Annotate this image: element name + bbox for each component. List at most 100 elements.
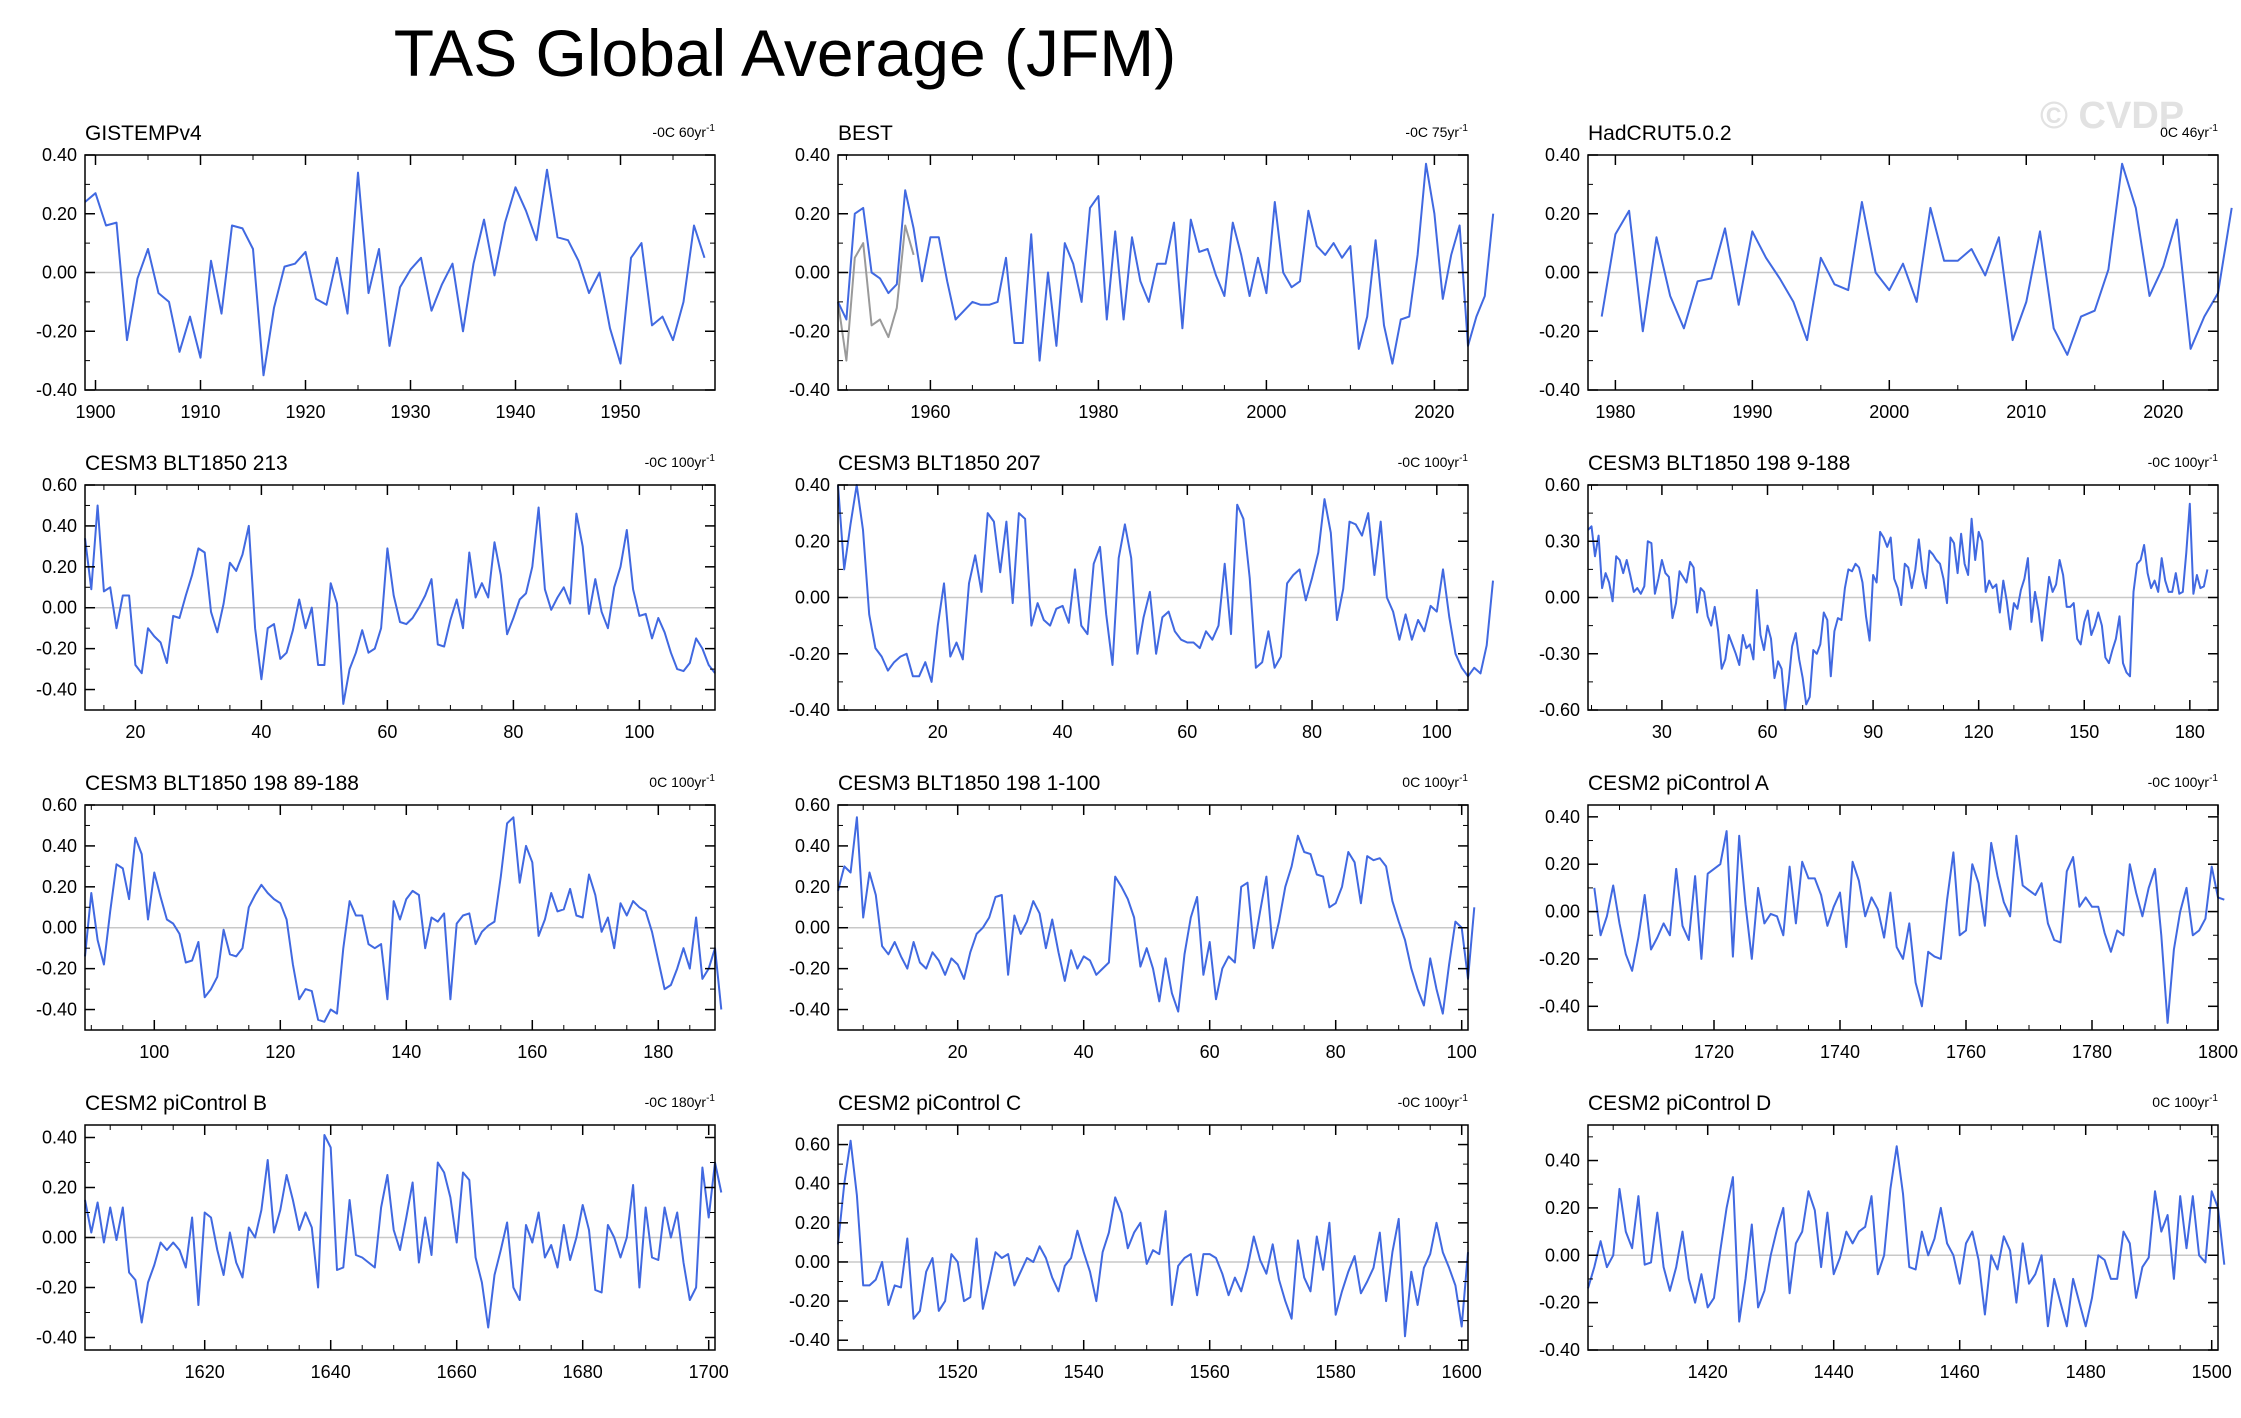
x-tick-label: 1660 — [437, 1362, 477, 1382]
series-line — [84, 816, 723, 1023]
trend-superscript: -1 — [1459, 123, 1468, 134]
y-tick-label: 0.20 — [42, 557, 77, 577]
x-tick-label: 1930 — [390, 402, 430, 422]
y-tick-label: 0.40 — [1545, 1151, 1580, 1171]
x-tick-label: 150 — [2069, 722, 2099, 742]
panel-title: GISTEMPv4 — [85, 122, 202, 145]
trend-superscript: -1 — [706, 1093, 715, 1104]
x-tick-label: 1580 — [1316, 1362, 1356, 1382]
x-tick-label: 1540 — [1064, 1362, 1104, 1382]
plot-frame — [837, 804, 1469, 1031]
trend-superscript: -1 — [1459, 1093, 1468, 1104]
y-tick-label: 0.30 — [1545, 531, 1580, 551]
x-tick-label: 1500 — [2192, 1362, 2232, 1382]
x-tick-label: 40 — [251, 722, 271, 742]
trend-superscript: -1 — [2209, 123, 2218, 134]
y-tick-label: -0.20 — [789, 321, 830, 341]
panel-best: BEST -0C 75yr-1 1960 1980 2000 2020 -0.40 -0.20… — [789, 122, 1495, 422]
y-tick-label: -0.40 — [789, 380, 830, 400]
panel-title: CESM3 BLT1850 198 9-188 — [1588, 452, 1850, 475]
x-tick-label: 2010 — [2006, 402, 2046, 422]
y-tick-label: 0.20 — [795, 204, 830, 224]
x-tick-label: 100 — [139, 1042, 169, 1062]
x-tick-label: 100 — [1447, 1042, 1477, 1062]
trend-superscript: -1 — [2209, 1093, 2218, 1104]
trend-superscript: -1 — [2209, 453, 2218, 464]
panel-gistempv4: GISTEMPv4 -0C 60yr-1 1900 1910 1920 1930 1940 1… — [36, 122, 716, 422]
plot-frame — [1587, 1124, 2219, 1351]
y-tick-label: 0.20 — [42, 1178, 77, 1198]
x-tick-label: 1460 — [1940, 1362, 1980, 1382]
trend-text: 0C 100yr — [1402, 774, 1459, 790]
x-tick-label: 1420 — [1688, 1362, 1728, 1382]
x-tick-label: 180 — [2175, 722, 2205, 742]
y-tick-label: 0.20 — [795, 531, 830, 551]
y-tick-label: -0.40 — [1539, 1340, 1580, 1360]
trend-text: -0C 180yr — [645, 1094, 707, 1110]
y-tick-label: 0.00 — [42, 598, 77, 618]
series-line — [84, 504, 716, 705]
x-tick-label: 80 — [1326, 1042, 1346, 1062]
y-tick-label: -0.40 — [789, 1330, 830, 1350]
x-tick-label: 1520 — [938, 1362, 978, 1382]
y-tick-label: 0.20 — [42, 877, 77, 897]
y-tick-label: -0.30 — [1539, 644, 1580, 664]
panel-title: CESM3 BLT1850 198 89-188 — [85, 772, 359, 795]
y-tick-label: -0.40 — [36, 380, 77, 400]
panel-cesm3-blt1850-198-9-188: CESM3 BLT1850 198 9-188 -0C 100yr-1 30 60 90… — [1539, 452, 2219, 742]
trend-superscript: -1 — [706, 123, 715, 134]
x-tick-label: 1980 — [1595, 402, 1635, 422]
trend-superscript: -1 — [2209, 773, 2218, 784]
y-tick-label: 0.00 — [1545, 263, 1580, 283]
y-tick-label: 0.60 — [795, 795, 830, 815]
panel-title: CESM2 piControl C — [838, 1092, 1021, 1115]
y-tick-label: 0.60 — [42, 475, 77, 495]
y-tick-label: -0.40 — [36, 680, 77, 700]
plot-frame — [84, 804, 716, 1031]
x-tick-label: 60 — [1757, 722, 1777, 742]
y-tick-label: 0.20 — [1545, 204, 1580, 224]
y-tick-label: 0.60 — [1545, 475, 1580, 495]
y-tick-label: -0.20 — [36, 639, 77, 659]
trend-label: -0C 100yr-1 — [2148, 453, 2219, 470]
x-tick-label: 160 — [517, 1042, 547, 1062]
panel-title: CESM3 BLT1850 198 1-100 — [838, 772, 1100, 795]
panel-title: BEST — [838, 122, 893, 145]
y-tick-label: 0.20 — [42, 204, 77, 224]
panel-title: CESM3 BLT1850 207 — [838, 452, 1041, 475]
y-tick-label: 0.40 — [42, 516, 77, 536]
y-tick-label: 0.40 — [795, 1174, 830, 1194]
trend-superscript: -1 — [706, 773, 715, 784]
x-tick-label: 1950 — [600, 402, 640, 422]
y-tick-label: 0.40 — [795, 475, 830, 495]
x-tick-label: 1900 — [75, 402, 115, 422]
x-tick-label: 1960 — [910, 402, 950, 422]
y-tick-label: -0.60 — [1539, 700, 1580, 720]
panel-cesm2-picontrol-b: CESM2 piControl B -0C 180yr-1 1620 1640 1660… — [36, 1092, 729, 1382]
y-tick-label: -0.40 — [1539, 380, 1580, 400]
x-tick-label: 180 — [643, 1042, 673, 1062]
trend-superscript: -1 — [706, 453, 715, 464]
x-tick-label: 100 — [624, 722, 654, 742]
x-tick-label: 60 — [1177, 722, 1197, 742]
series-line — [1593, 830, 2225, 1024]
y-tick-label: -0.20 — [789, 959, 830, 979]
y-tick-label: -0.40 — [36, 1328, 77, 1348]
y-tick-label: -0.20 — [36, 321, 77, 341]
panel-title: CESM2 piControl B — [85, 1092, 267, 1115]
x-tick-label: 1560 — [1190, 1362, 1230, 1382]
trend-label: 0C 100yr-1 — [1402, 773, 1468, 790]
panel-cesm3-blt1850-207: CESM3 BLT1850 207 -0C 100yr-1 20 40 60 80 100 -… — [789, 452, 1494, 742]
series-line — [1587, 502, 2209, 711]
x-tick-label: 1760 — [1946, 1042, 1986, 1062]
x-tick-label: 40 — [1074, 1042, 1094, 1062]
series-line — [837, 162, 1495, 365]
panel-title: HadCRUT5.0.2 — [1588, 122, 1732, 145]
y-tick-label: 0.60 — [42, 795, 77, 815]
x-tick-label: 60 — [377, 722, 397, 742]
trend-text: 0C 46yr — [2160, 124, 2209, 140]
trend-superscript: -1 — [1459, 453, 1468, 464]
y-tick-label: -0.20 — [36, 1278, 77, 1298]
y-tick-label: 0.00 — [1545, 902, 1580, 922]
